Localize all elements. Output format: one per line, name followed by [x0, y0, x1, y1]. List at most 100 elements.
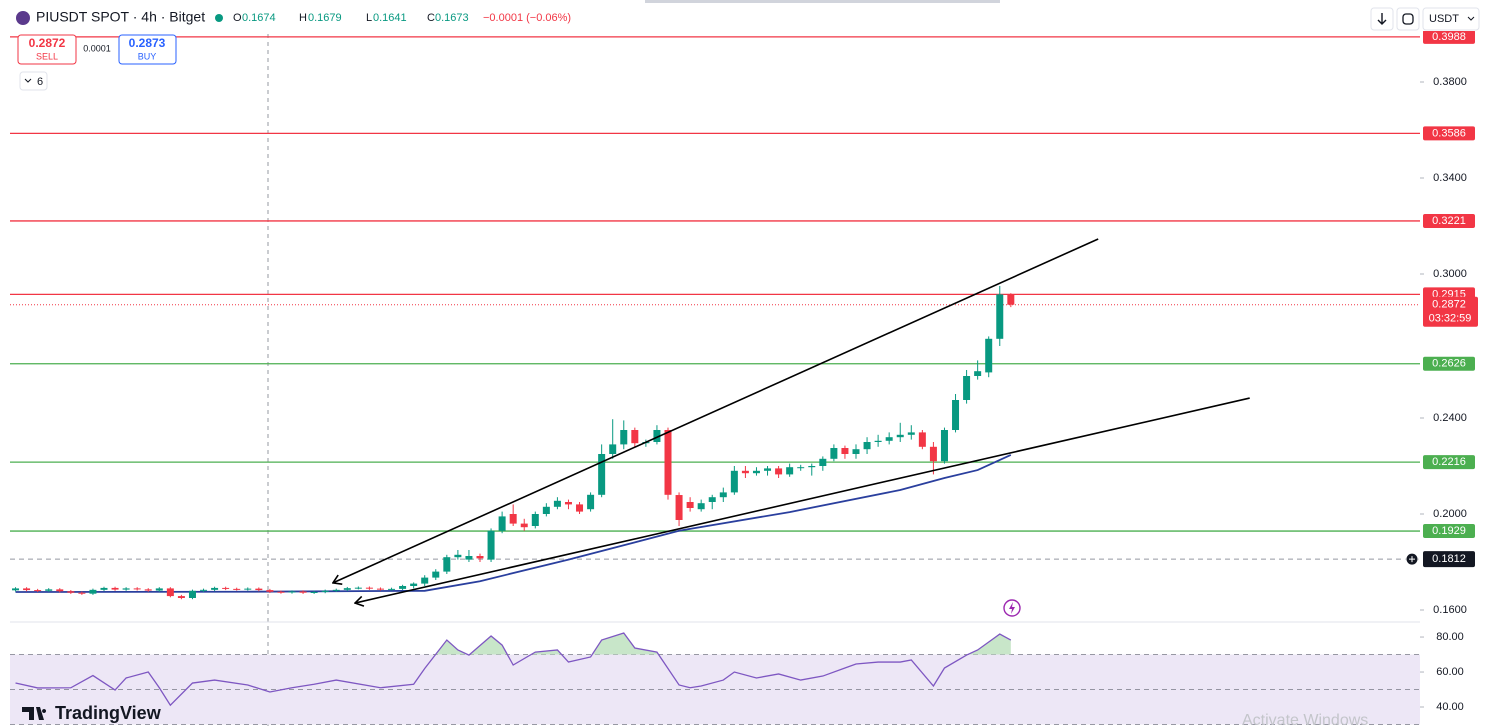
candle-body [465, 556, 473, 560]
candle-body [410, 583, 418, 586]
candle-body [332, 589, 340, 591]
watermark: Activate Windows [1242, 712, 1368, 728]
candle-body [587, 494, 595, 510]
candle-body [653, 430, 661, 442]
candle-body [177, 596, 185, 598]
dropdown-icon [1467, 16, 1475, 21]
y-tick-label: 0.1600 [1433, 604, 1467, 616]
level-badge-bg [1423, 29, 1475, 44]
trendline [333, 238, 1099, 583]
rsi-pane [10, 632, 1420, 725]
candle-body [100, 587, 108, 590]
change: −0.0001 (−0.06%) [483, 12, 571, 24]
sell-label: SELL [36, 51, 58, 61]
level-badge-bg [1423, 213, 1475, 228]
brand-logo [22, 707, 47, 720]
level-badge-bg [1423, 126, 1475, 141]
candle-body [288, 591, 296, 593]
candle-body [598, 454, 606, 495]
candle-body [498, 516, 506, 531]
candle-body [122, 588, 130, 590]
level-badge: 0.1929 [1432, 525, 1466, 537]
candle-body [940, 430, 948, 462]
level-badge: 0.2216 [1432, 456, 1466, 468]
candle-body [708, 497, 716, 502]
candle-body [907, 432, 915, 435]
candle-body [188, 590, 196, 598]
trade-panel: 0.2872 SELL 0.0001 0.2873 BUY 6 [17, 34, 177, 91]
candle-body [963, 376, 971, 400]
moving-average [15, 454, 1012, 593]
candle-body [222, 587, 230, 589]
reset-button[interactable] [1396, 7, 1420, 31]
candle-body [487, 530, 495, 560]
candle-body [564, 502, 572, 505]
candle-body [719, 492, 727, 498]
y-tick-label: 0.2000 [1433, 508, 1467, 520]
candle-body [211, 587, 219, 590]
candle-body [797, 467, 805, 469]
candle-body [354, 587, 362, 589]
candle-body [952, 400, 960, 430]
y-tick-label: 0.2400 [1433, 412, 1467, 424]
level-badge-bg [1423, 356, 1475, 371]
y-tick-label: 0.3800 [1433, 76, 1467, 88]
brand: TradingView [22, 703, 162, 723]
candle-body [255, 588, 263, 591]
header-bg [0, 0, 1500, 31]
ohlc-value: 0.1641 [373, 12, 407, 24]
candle-body [266, 590, 274, 592]
candle-body [45, 589, 53, 591]
candle-body [985, 338, 993, 373]
spread: 0.0001 [83, 43, 111, 53]
candle-body [1007, 294, 1015, 305]
plot-area: 0.3800 0.3400 0.3000 0.2400 0.2000 0.1600 0.39… [10, 29, 1478, 725]
candle-body [841, 448, 849, 454]
level-badge-bg [1423, 455, 1475, 470]
y-tick-label: 60.00 [1436, 666, 1464, 678]
candle-body [741, 470, 749, 474]
candle-body [576, 504, 584, 512]
candle-body [388, 588, 396, 590]
candle-body [929, 446, 937, 462]
ohlc-value: 0.1673 [435, 12, 469, 24]
candle-body [56, 589, 64, 592]
buy-price: 0.2873 [129, 36, 166, 50]
sell-button[interactable] [17, 34, 77, 65]
candle-body [531, 514, 539, 526]
candle-body [697, 503, 705, 510]
candle-body [786, 467, 794, 475]
candle-body [863, 442, 871, 450]
candle-body [78, 592, 86, 594]
ohlc-label: C [427, 12, 435, 24]
level-badge-bg [1423, 524, 1475, 539]
last-price: 0.2872 [1432, 299, 1466, 311]
brand-name: TradingView [55, 703, 162, 723]
candle-body [343, 588, 351, 590]
ohlc-value: 0.1674 [242, 12, 276, 24]
candle-body [310, 592, 318, 593]
currency-select[interactable] [1422, 7, 1480, 31]
reset-icon [1402, 13, 1414, 25]
candle-body [808, 466, 816, 468]
candle-body [874, 440, 882, 442]
download-icon [1377, 13, 1387, 25]
candle-body [620, 430, 628, 445]
indicators-toggle[interactable] [19, 71, 48, 91]
candle-body [155, 588, 163, 591]
candle-body [852, 449, 860, 454]
buy-button[interactable] [118, 34, 177, 65]
candle-body [631, 430, 639, 444]
sell-price: 0.2872 [29, 36, 66, 50]
y-tick-label: 0.3400 [1433, 172, 1467, 184]
header: PIUSDT SPOT · 4h · Bitget O 0.1674 H 0.1… [0, 0, 1500, 31]
candle-body [752, 470, 760, 474]
price-pane [10, 36, 1420, 603]
buy-label: BUY [138, 51, 157, 61]
candle-body [918, 432, 926, 447]
level-badge: 0.3988 [1432, 31, 1466, 43]
event-bolt [1009, 602, 1015, 614]
market-status [215, 14, 223, 22]
candle-body [133, 588, 141, 590]
candle-body [443, 557, 451, 572]
